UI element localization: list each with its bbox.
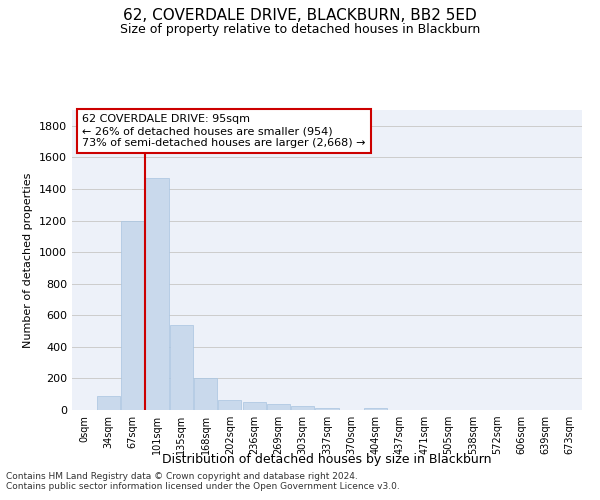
Bar <box>316 408 338 410</box>
Text: 62, COVERDALE DRIVE, BLACKBURN, BB2 5ED: 62, COVERDALE DRIVE, BLACKBURN, BB2 5ED <box>123 8 477 22</box>
Bar <box>121 220 144 410</box>
Bar <box>218 400 241 410</box>
Bar <box>364 408 387 410</box>
Bar <box>267 404 290 410</box>
Text: 62 COVERDALE DRIVE: 95sqm
← 26% of detached houses are smaller (954)
73% of semi: 62 COVERDALE DRIVE: 95sqm ← 26% of detac… <box>82 114 366 148</box>
Bar <box>291 406 314 410</box>
Y-axis label: Number of detached properties: Number of detached properties <box>23 172 34 348</box>
Text: Contains HM Land Registry data © Crown copyright and database right 2024.: Contains HM Land Registry data © Crown c… <box>6 472 358 481</box>
Bar <box>170 324 193 410</box>
Text: Distribution of detached houses by size in Blackburn: Distribution of detached houses by size … <box>162 452 492 466</box>
Bar <box>97 396 120 410</box>
Bar <box>242 402 266 410</box>
Text: Size of property relative to detached houses in Blackburn: Size of property relative to detached ho… <box>120 22 480 36</box>
Bar <box>145 178 169 410</box>
Text: Contains public sector information licensed under the Open Government Licence v3: Contains public sector information licen… <box>6 482 400 491</box>
Bar <box>194 378 217 410</box>
